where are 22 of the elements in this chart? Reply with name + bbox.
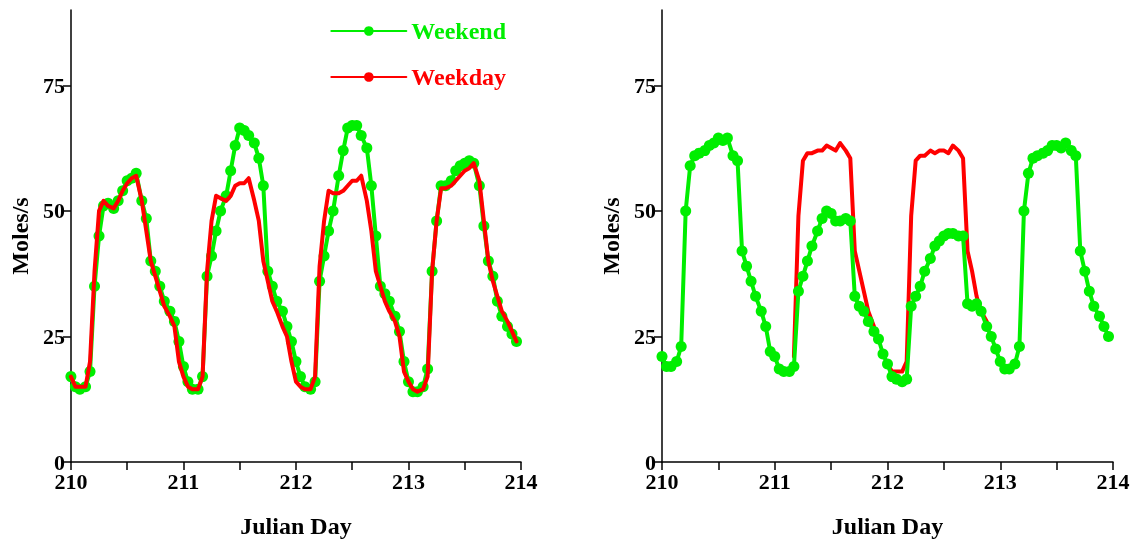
y-tick-label: 75 <box>634 72 656 98</box>
y-tick-label: 25 <box>634 323 656 349</box>
y-tick-label: 0 <box>645 449 656 475</box>
x-tick-label: 213 <box>983 468 1017 494</box>
x-tick-label: 214 <box>504 468 538 494</box>
x-tick-label: 212 <box>279 468 313 494</box>
x-tick-label: 211 <box>758 468 791 494</box>
y-axis-title: Moles/s <box>7 197 33 275</box>
y-tick-label: 75 <box>42 72 65 98</box>
legend-label: Weekend <box>411 18 507 44</box>
y-tick-label: 50 <box>634 198 656 224</box>
x-tick-label: 214 <box>1096 468 1130 494</box>
x-axis-title: Julian Day <box>831 513 944 539</box>
legend-label: Weekday <box>411 64 507 90</box>
y-tick-label: 25 <box>42 323 65 349</box>
y-tick-label: 0 <box>53 449 65 475</box>
x-tick-label: 212 <box>871 468 904 494</box>
y-tick-label: 50 <box>42 198 65 224</box>
x-axis-title: Julian Day <box>240 513 352 539</box>
x-tick-label: 213 <box>391 468 425 494</box>
x-tick-label: 211 <box>167 468 200 494</box>
y-axis-title: Moles/s <box>598 197 625 275</box>
